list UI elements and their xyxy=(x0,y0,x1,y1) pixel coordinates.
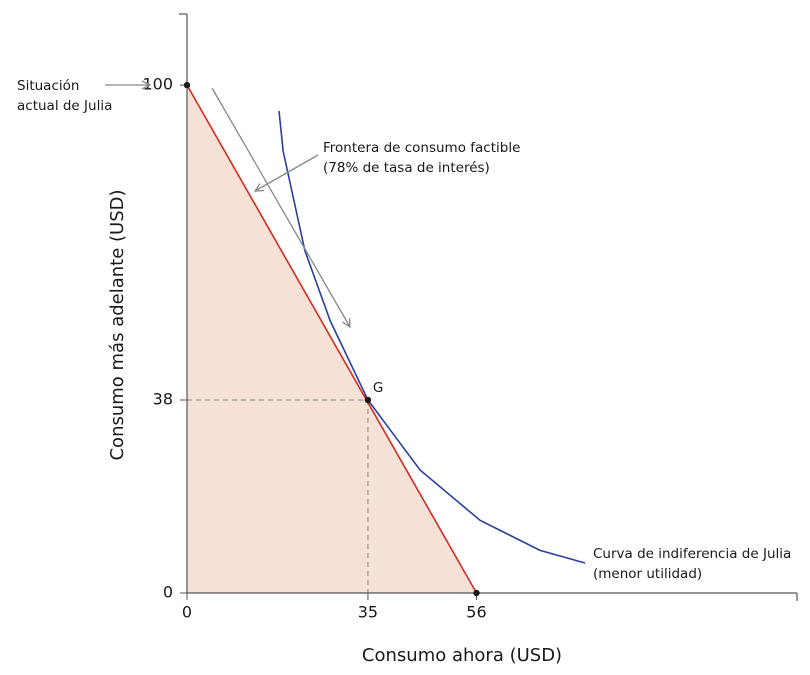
y-tick-label: 38 xyxy=(153,390,173,409)
annotation: (menor utilidad) xyxy=(593,566,702,582)
x-tick-label: 35 xyxy=(358,603,378,622)
annotation: Frontera de consumo factible xyxy=(323,140,520,156)
point xyxy=(364,396,372,404)
curve xyxy=(186,84,478,594)
pointer-arrow xyxy=(255,154,319,191)
x-tick-label: 0 xyxy=(182,603,192,622)
point-label: G xyxy=(373,380,383,396)
point xyxy=(473,589,480,597)
y-tick-label: 0 xyxy=(163,583,173,602)
y-tick-label: 100 xyxy=(142,75,173,94)
x-tick-label: 56 xyxy=(466,603,486,622)
point xyxy=(183,81,191,89)
annotation: actual de Julia xyxy=(17,98,112,114)
x-axis-label: Consumo ahora (USD) xyxy=(362,645,562,666)
annotation: Curva de indiferencia de Julia xyxy=(593,546,791,562)
shift-arrow xyxy=(211,87,350,327)
annotation: (78% de tasa de interés) xyxy=(323,160,490,176)
annotation: Situación xyxy=(17,78,79,94)
y-axis-label: Consumo más adelante (USD) xyxy=(107,189,128,460)
